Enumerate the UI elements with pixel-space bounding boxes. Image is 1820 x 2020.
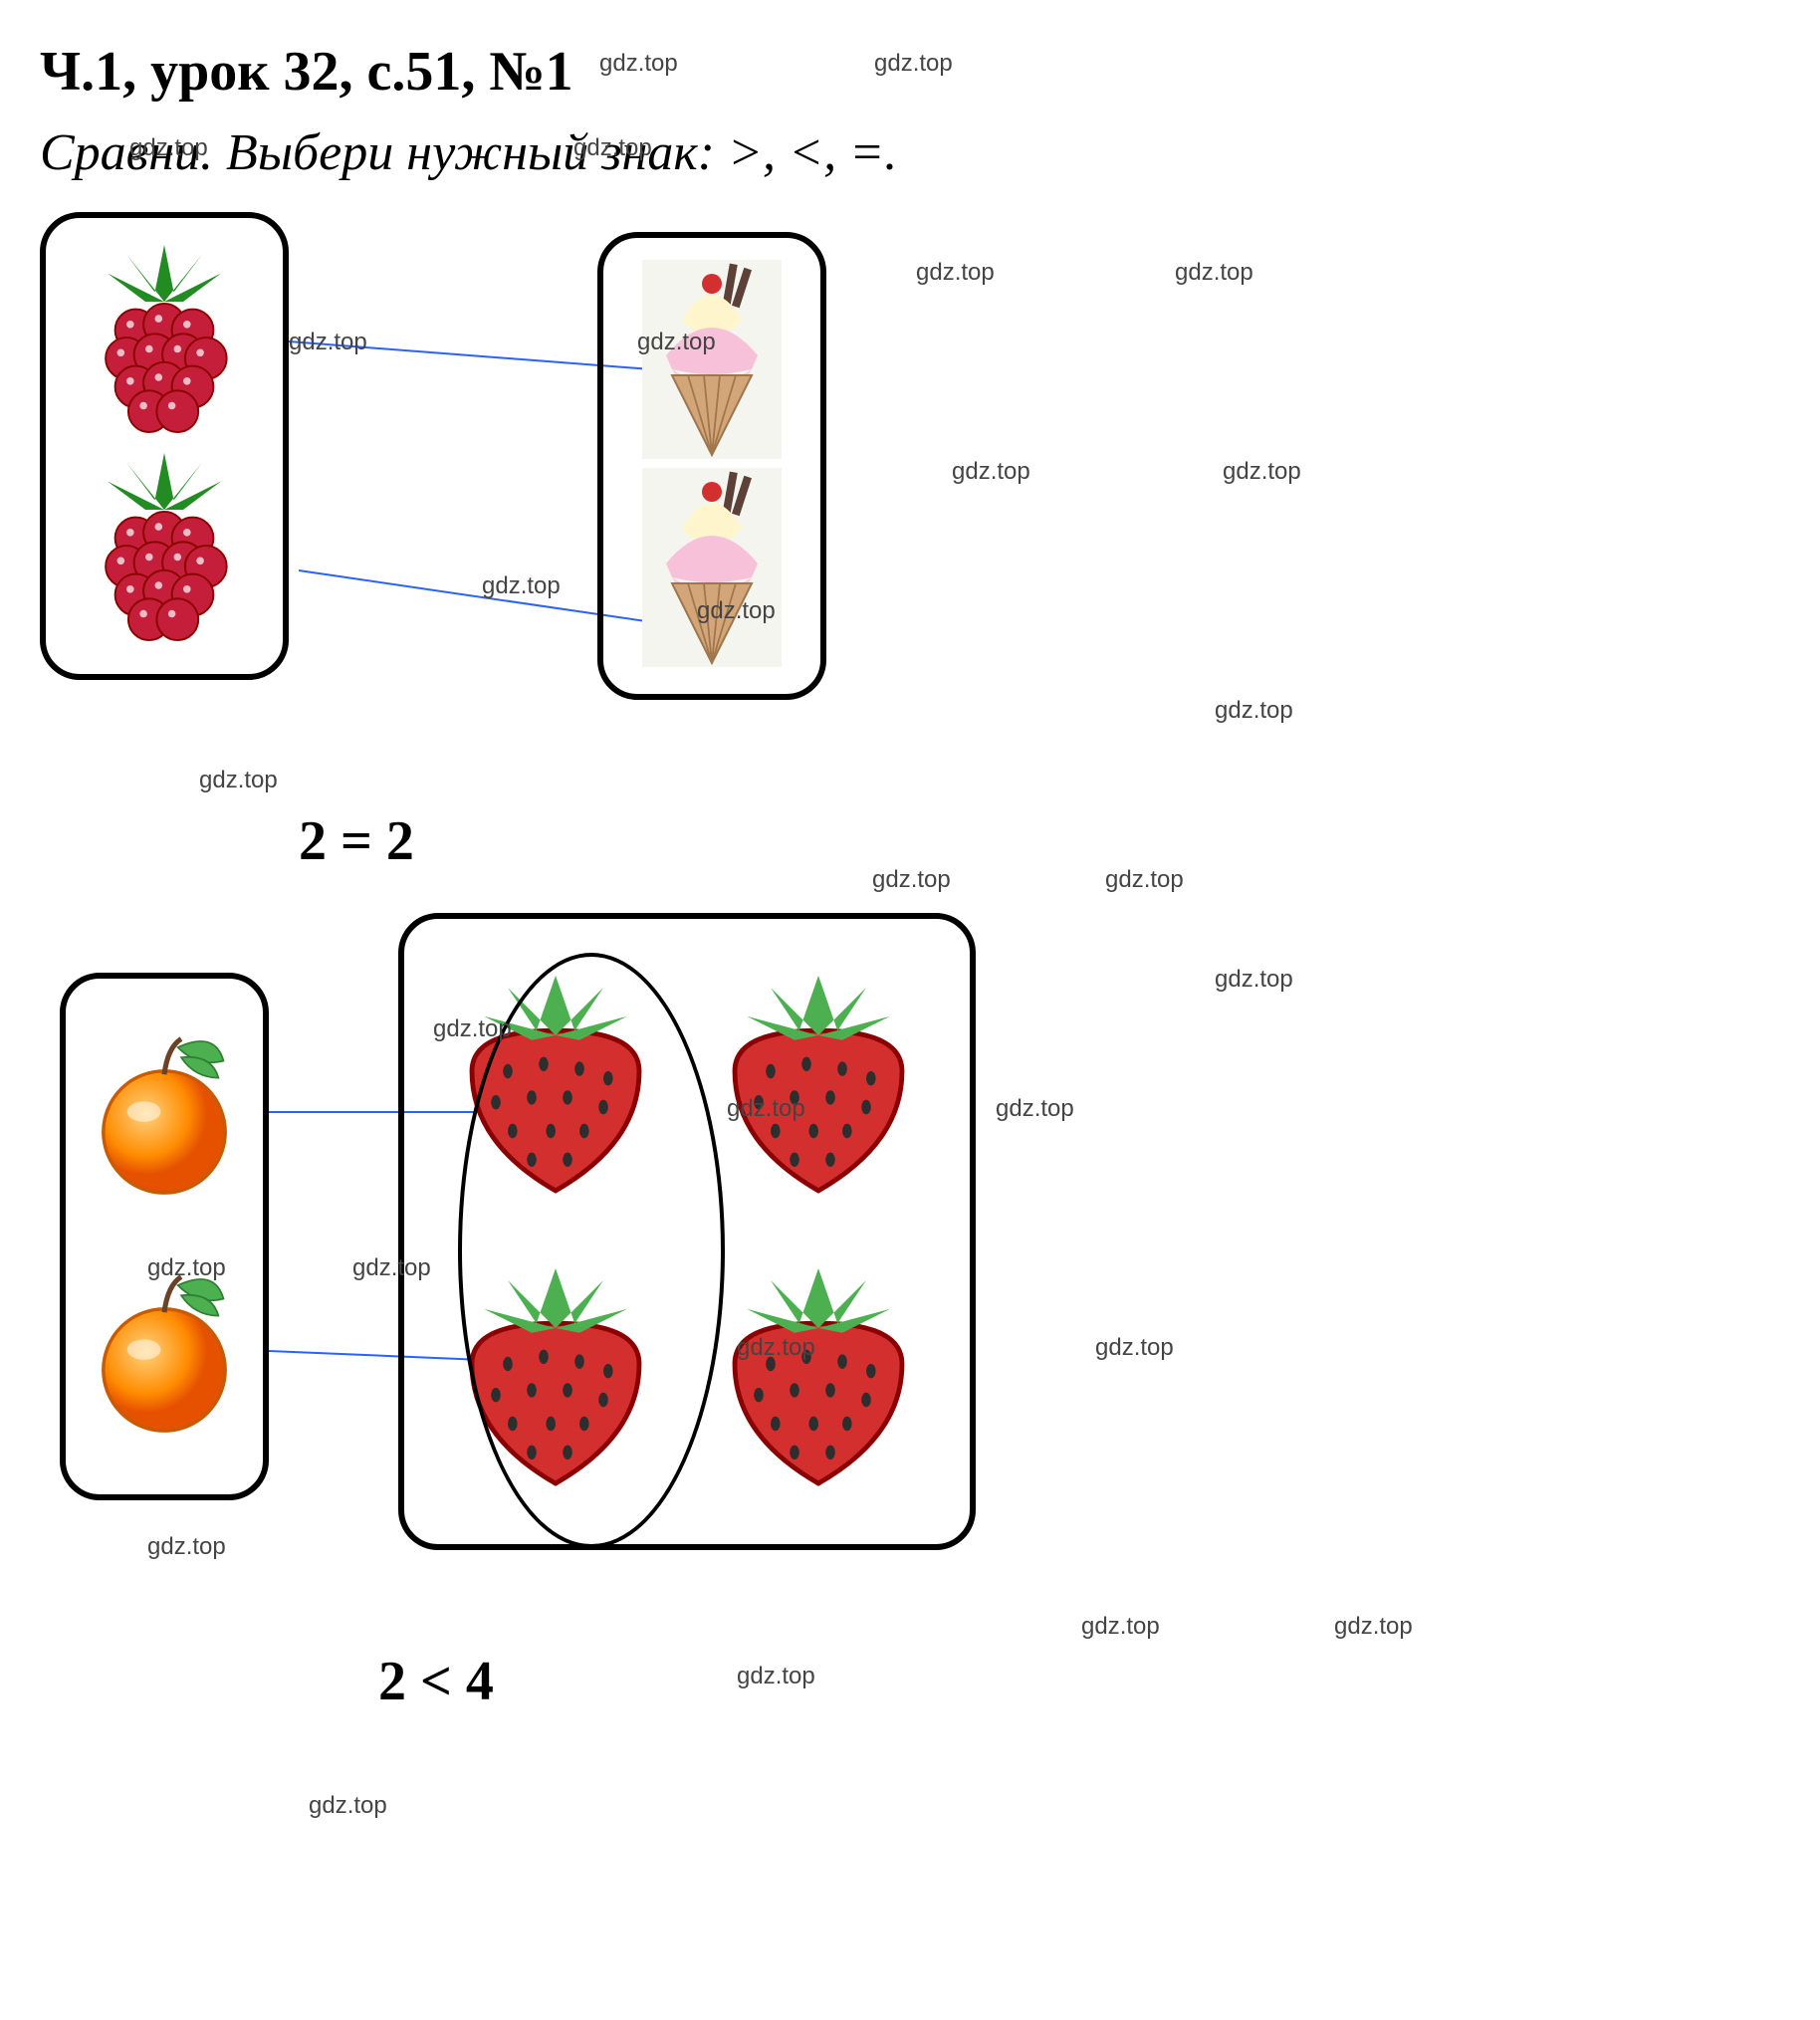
strawberry-icon [699,964,938,1203]
watermark-text: gdz.top [1334,1613,1413,1641]
group-box-raspberries [40,212,289,680]
equation-2: 2 < 4 [378,1650,1780,1713]
watermark-text: gdz.top [199,767,278,794]
icecream-item [642,468,782,672]
page-subtitle: Сравни. Выбери нужный знак: >, <, =. [40,123,1780,182]
page-title: Ч.1, урок 32, с.51, №1 [40,40,1780,104]
strawberry-icon [436,964,675,1203]
icecream-icon [642,260,782,459]
group-box-oranges [60,973,269,1500]
raspberry-item [70,245,259,439]
orange-icon [80,1268,249,1438]
icecream-icon [642,468,782,667]
strawberry-item [436,964,675,1208]
watermark-text: gdz.top [309,1792,387,1820]
strawberry-item [699,964,938,1208]
group-box-strawberries [398,913,976,1550]
strawberry-item [699,1256,938,1500]
raspberry-icon [70,245,259,434]
orange-item [80,1030,249,1205]
icecream-item [642,260,782,464]
orange-item [80,1268,249,1443]
raspberry-icon [70,453,259,642]
orange-icon [80,1030,249,1200]
comparison-row-2 [40,913,1780,1610]
comparison-row-1 [40,212,1780,770]
strawberry-icon [436,1256,675,1495]
watermark-text: gdz.top [1081,1613,1160,1641]
strawberry-item [436,1256,675,1500]
strawberry-icon [699,1256,938,1495]
group-box-icecreams [597,232,826,700]
raspberry-item [70,453,259,647]
equation-1: 2 = 2 [299,809,1780,873]
